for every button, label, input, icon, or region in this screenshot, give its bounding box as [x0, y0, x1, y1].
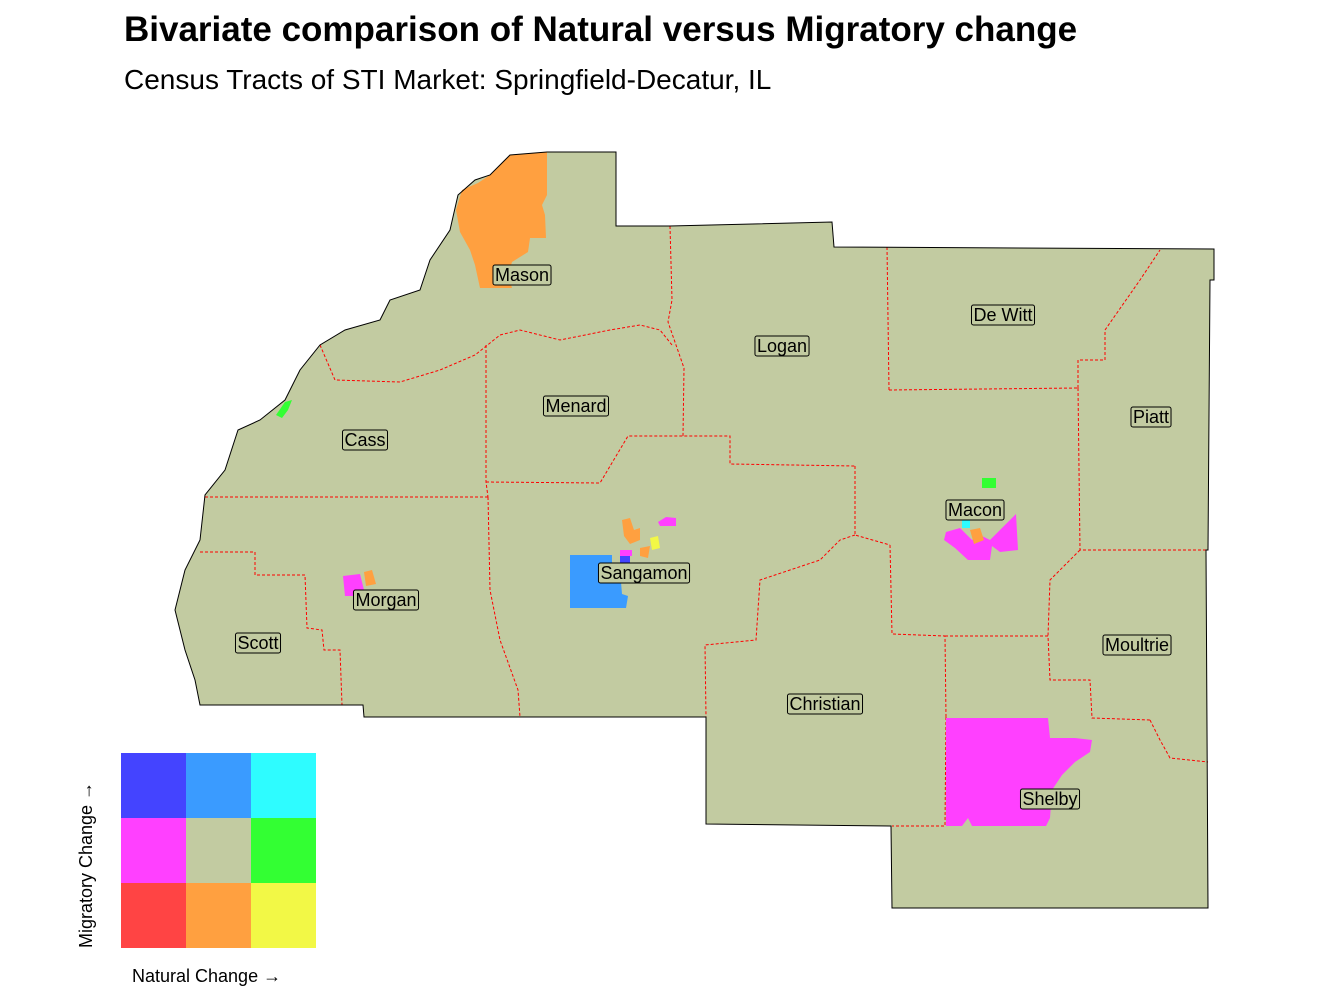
- county-label-menard: Menard: [542, 395, 610, 417]
- tract-sangamon-yellow: [650, 536, 660, 550]
- county-name: De Witt: [973, 305, 1032, 325]
- county-label-box: [1019, 788, 1081, 810]
- census-tracts: [276, 152, 1092, 826]
- tract-sangamon-magenta1: [658, 517, 676, 526]
- county-label-box: [1130, 406, 1172, 428]
- county-label-de-witt: De Witt: [970, 304, 1036, 326]
- county-label-box: [786, 693, 864, 715]
- tract-macon-cyan: [962, 520, 970, 528]
- border-moultrie-shelby: [1149, 719, 1209, 763]
- region-border: [174, 151, 1215, 909]
- county-label-box: [970, 304, 1036, 326]
- border-sangamon-christian: [704, 534, 856, 718]
- tract-macon-orange: [970, 528, 984, 544]
- legend-x-label: Natural Change →: [132, 966, 282, 986]
- county-name: Sangamon: [600, 563, 687, 583]
- county-label-logan: Logan: [754, 335, 810, 357]
- legend-cell-1-2: [251, 818, 316, 883]
- county-label-box: [492, 264, 552, 286]
- border-christian-shelby: [892, 716, 947, 827]
- border-dewitt-macon: [888, 387, 1079, 391]
- county-label-box: [341, 429, 389, 451]
- tract-macon-green: [982, 478, 996, 488]
- county-borders: [200, 225, 1209, 827]
- county-labels: Mason Logan De Witt Piatt Menard Cass Macon San…: [234, 264, 1172, 810]
- county-label-piatt: Piatt: [1130, 406, 1172, 428]
- tract-cass-green: [276, 400, 292, 418]
- legend-cell-0-2: [251, 753, 316, 818]
- border-logan-dewitt: [886, 246, 890, 391]
- county-label-box: [597, 562, 691, 584]
- legend-cell-2-1: [186, 883, 251, 948]
- county-label-macon: Macon: [945, 499, 1005, 521]
- county-label-moultrie: Moultrie: [1102, 634, 1172, 656]
- tract-sangamon-magenta2: [620, 550, 632, 556]
- county-name: Moultrie: [1105, 635, 1169, 655]
- border-macon-moultrie: [945, 635, 1151, 721]
- county-name: Mason: [495, 265, 549, 285]
- legend-cell-2-2: [251, 883, 316, 948]
- border-sangamon-morgan: [487, 496, 521, 718]
- county-label-cass: Cass: [341, 429, 389, 451]
- county-label-box: [352, 589, 420, 611]
- tract-morgan-orange: [364, 570, 376, 586]
- county-label-box: [542, 395, 610, 417]
- legend-cell-0-0: [121, 753, 186, 818]
- county-label-sangamon: Sangamon: [597, 562, 691, 584]
- legend-cell-1-0: [121, 818, 186, 883]
- county-name: Scott: [237, 633, 278, 653]
- county-name: Piatt: [1133, 407, 1169, 427]
- county-label-box: [754, 335, 810, 357]
- county-label-scott: Scott: [234, 632, 282, 654]
- county-name: Menard: [545, 396, 606, 416]
- county-name: Shelby: [1022, 789, 1077, 809]
- county-label-shelby: Shelby: [1019, 788, 1081, 810]
- tract-shelby-magenta: [946, 718, 1092, 826]
- county-name: Christian: [789, 694, 860, 714]
- county-label-box: [1102, 634, 1172, 656]
- county-name: Logan: [757, 336, 807, 356]
- county-label-box: [945, 499, 1005, 521]
- border-mason-logan: [667, 225, 685, 437]
- border-dewitt-piatt: [1077, 249, 1161, 388]
- map-title: Bivariate comparison of Natural versus M…: [124, 10, 1078, 49]
- legend-cell-1-1: [186, 818, 251, 883]
- county-label-mason: Mason: [492, 264, 552, 286]
- tract-sangamon-orange1: [622, 518, 640, 544]
- county-name: Cass: [344, 430, 385, 450]
- county-label-morgan: Morgan: [352, 589, 420, 611]
- border-macon-christian: [889, 544, 947, 718]
- legend-grid: [121, 753, 316, 948]
- legend-cell-0-1: [186, 753, 251, 818]
- county-name: Morgan: [355, 590, 416, 610]
- border-moultrie-piatt: [1047, 549, 1081, 637]
- tract-mason-orange: [456, 152, 547, 288]
- map-subtitle: Census Tracts of STI Market: Springfield…: [124, 64, 772, 95]
- border-logan-macon: [854, 466, 891, 546]
- legend-cell-2-0: [121, 883, 186, 948]
- county-label-christian: Christian: [786, 693, 864, 715]
- border-scott-morgan: [200, 551, 343, 706]
- tract-sangamon-orange2: [640, 546, 650, 558]
- legend-y-label: Migratory Change →: [76, 781, 96, 948]
- border-mason-menard: [319, 324, 673, 383]
- county-label-box: [234, 632, 282, 654]
- county-name: Macon: [948, 500, 1002, 520]
